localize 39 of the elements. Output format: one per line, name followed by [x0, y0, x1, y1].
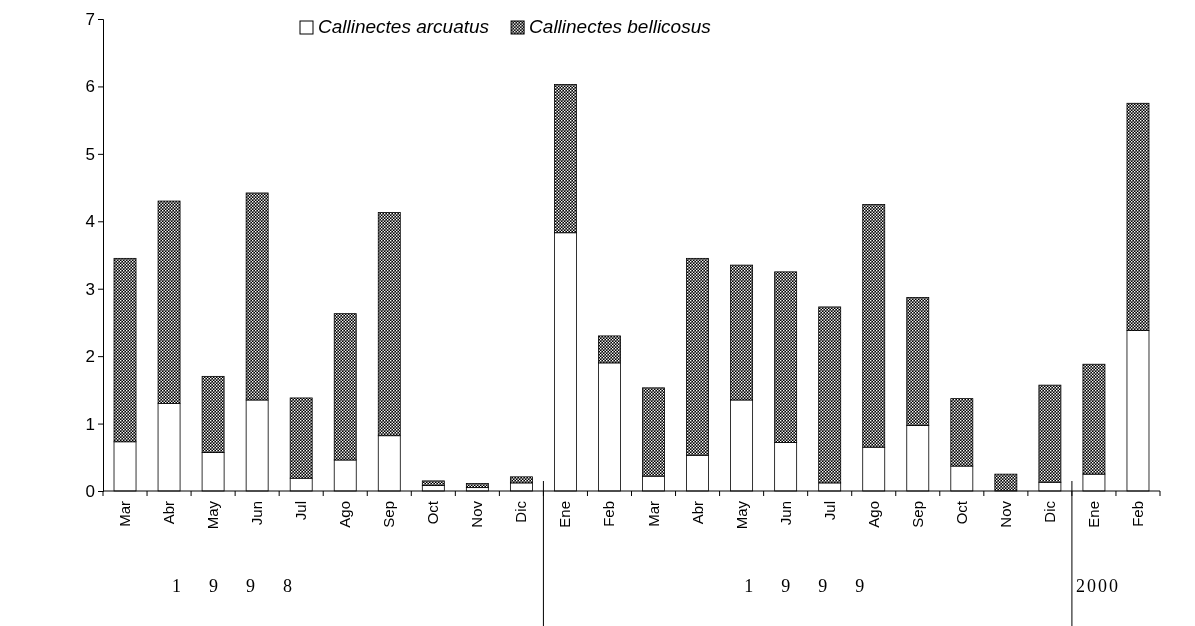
y-tick-label: 6	[85, 77, 95, 97]
y-tick-label: 1	[85, 414, 95, 434]
x-tick-label: Sep	[908, 501, 926, 528]
y-tick-label: 5	[85, 144, 95, 164]
y-tick-label: 4	[85, 212, 95, 232]
x-tick-label: Sep	[380, 501, 398, 528]
x-tick-label: Nov	[468, 500, 486, 528]
y-tick-label: 3	[85, 279, 95, 299]
x-tick-label: Dic	[512, 500, 530, 523]
x-tick-label: Abr	[688, 501, 706, 525]
x-tick-label: Ene	[556, 501, 574, 528]
x-tick-label: Jul	[292, 501, 310, 521]
x-tick-label: Dic	[1040, 500, 1058, 523]
legend-label: Callinectes arcuatus	[318, 16, 490, 37]
bar	[465, 483, 489, 489]
legend-label: Callinectes bellicosus	[529, 16, 712, 37]
x-tick-label: Oct	[952, 500, 970, 525]
x-tick-label: Ago	[864, 501, 882, 528]
x-tick-label: Mar	[644, 501, 662, 527]
x-tick-label: Abr	[160, 501, 178, 525]
x-tick-label: Oct	[424, 500, 442, 525]
y-tick-label: 2	[85, 347, 95, 367]
text: 2000	[1075, 576, 1120, 596]
x-tick-label: Feb	[600, 501, 618, 527]
x-tick-label: Jul	[820, 501, 838, 521]
x-tick-label: Ene	[1084, 501, 1102, 528]
text: 1999	[744, 576, 893, 596]
x-tick-label: May	[204, 500, 222, 530]
x-tick-label: Nov	[996, 500, 1014, 528]
text: 1998	[172, 576, 321, 596]
x-tick-label: Ago	[336, 501, 354, 528]
x-tick-label: Feb	[1128, 501, 1146, 527]
x-tick-label: Mar	[116, 501, 134, 527]
y-tick-label: 7	[85, 9, 95, 29]
x-tick-label: Jun	[248, 501, 266, 526]
x-tick-label: Jun	[776, 501, 794, 526]
x-tick-label: May	[732, 500, 750, 530]
y-tick-label: 0	[85, 481, 95, 501]
bar	[421, 480, 445, 487]
